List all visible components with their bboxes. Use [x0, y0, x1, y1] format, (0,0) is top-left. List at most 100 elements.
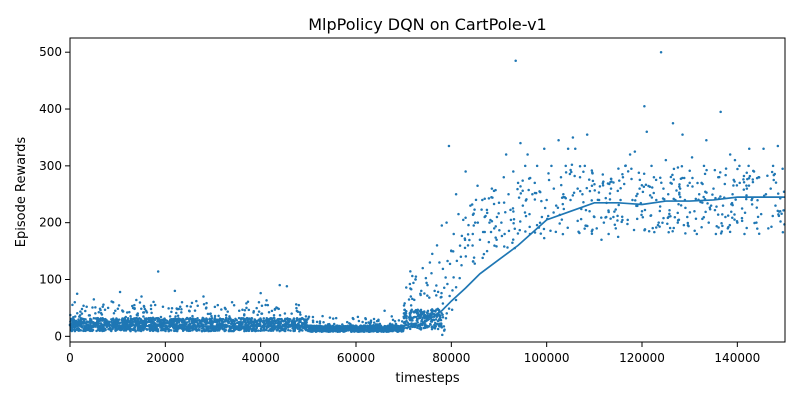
scatter-point [641, 215, 645, 219]
scatter-point [678, 185, 681, 188]
scatter-point [448, 294, 451, 298]
scatter-point [260, 304, 264, 307]
scatter-point [672, 178, 676, 181]
scatter-point [233, 322, 237, 326]
scatter-point [504, 153, 508, 156]
scatter-point [310, 325, 314, 328]
scatter-point [130, 318, 133, 321]
scatter-point [650, 164, 653, 168]
scatter-point [493, 244, 496, 247]
scatter-point [298, 311, 302, 314]
scatter-point [91, 306, 94, 309]
scatter-point [368, 330, 371, 333]
scatter-point [528, 212, 531, 216]
scatter-point [535, 164, 539, 168]
scatter-point [468, 238, 471, 242]
scatter-point [426, 309, 430, 313]
scatter-point [94, 306, 97, 309]
scatter-point [556, 206, 560, 210]
scatter-point [220, 308, 223, 311]
scatter-point [585, 186, 589, 190]
scatter-point [569, 168, 572, 172]
scatter-point [446, 259, 449, 263]
scatter-point [498, 229, 501, 232]
scatter-point [626, 218, 629, 222]
scatter-point [274, 320, 277, 323]
scatter-point [304, 315, 308, 318]
scatter-point [714, 196, 717, 200]
scatter-point [391, 318, 395, 322]
scatter-point [174, 326, 177, 330]
scatter-point [728, 230, 732, 234]
scatter-point [405, 286, 408, 289]
scatter-point [454, 285, 458, 289]
scatter-point [688, 211, 692, 214]
scatter-point [211, 328, 214, 331]
scatter-point [114, 309, 117, 312]
scatter-point [705, 168, 708, 172]
scatter-point [693, 210, 696, 213]
scatter-point [414, 275, 418, 278]
scatter-point [430, 272, 433, 275]
scatter-point [715, 224, 718, 228]
scatter-point [643, 208, 647, 212]
scatter-point [466, 244, 470, 247]
scatter-point [297, 303, 301, 307]
y-tick-label: 0 [54, 329, 62, 343]
scatter-point [720, 222, 723, 225]
scatter-point [394, 322, 398, 326]
scatter-point [570, 170, 573, 174]
scatter-point [262, 321, 266, 324]
scatter-point [512, 221, 515, 225]
scatter-point [405, 317, 408, 320]
scatter-point [195, 299, 198, 303]
scatter-point [418, 309, 422, 313]
scatter-point [566, 147, 570, 151]
scatter-point [716, 213, 720, 216]
scatter-point [671, 230, 674, 233]
scatter-point [430, 325, 433, 329]
scatter-point [608, 182, 611, 186]
scatter-point [132, 328, 136, 332]
scatter-point [664, 158, 668, 162]
scatter-point [165, 327, 169, 331]
scatter-point [191, 329, 194, 332]
scatter-point [193, 309, 197, 312]
scatter-point [668, 226, 672, 230]
scatter-point [621, 175, 625, 179]
scatter-point [481, 198, 484, 202]
scatter-point [607, 232, 610, 236]
scatter-point [748, 147, 751, 151]
scatter-point [353, 330, 356, 333]
scatter-point [516, 232, 520, 235]
scatter-point [213, 305, 217, 309]
scatter-point [612, 215, 615, 219]
scatter-point [740, 219, 744, 223]
scatter-point [711, 193, 714, 196]
scatter-point [210, 317, 214, 320]
scatter-point [569, 198, 572, 202]
scatter-point [617, 167, 620, 170]
scatter-point [257, 322, 261, 325]
scatter-point [500, 234, 504, 238]
scatter-point [570, 163, 574, 167]
scatter-point [189, 305, 192, 308]
scatter-point [300, 321, 304, 325]
scatter-point [747, 184, 751, 187]
scatter-point [723, 182, 727, 186]
scatter-point [372, 321, 376, 324]
scatter-point [621, 172, 624, 176]
scatter-point [740, 207, 744, 210]
scatter-point [135, 298, 138, 302]
scatter-point [334, 329, 337, 333]
x-tick-label: 120000 [619, 351, 665, 365]
scatter-point [263, 329, 266, 332]
scatter-point [482, 252, 486, 256]
scatter-point [127, 327, 130, 331]
scatter-point [156, 328, 160, 331]
scatter-point [408, 327, 412, 331]
scatter-point [362, 324, 366, 327]
scatter-point [514, 59, 517, 62]
scatter-point [142, 311, 145, 314]
scatter-point [131, 306, 135, 310]
